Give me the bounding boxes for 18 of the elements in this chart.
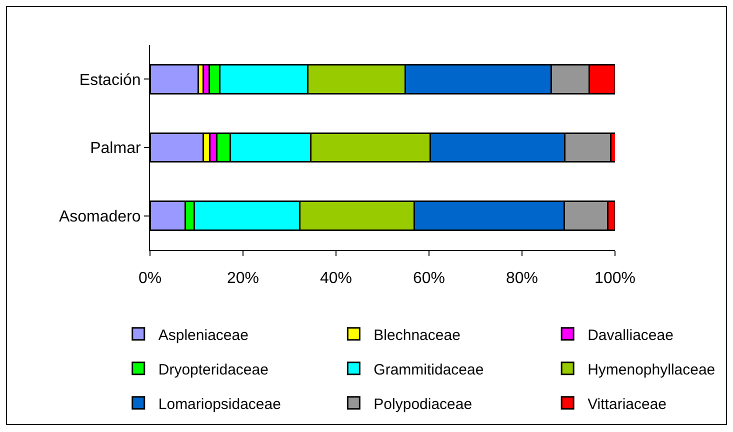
legend-label: Grammitidaceae [374, 361, 484, 378]
y-tick-label: Asomadero [58, 208, 141, 226]
x-tick-label: 100% [594, 270, 636, 288]
x-tick-label: 80% [506, 270, 538, 288]
y-tick-label: Palmar [90, 140, 142, 158]
legend-label: Aspleniaceae [158, 326, 248, 344]
legend-label: Dryopteridaceae [158, 361, 268, 378]
legend-label: Davalliaceae [588, 326, 674, 344]
legend-label: Vittariaceae [588, 396, 667, 413]
legend-label: Polypodiaceae [374, 396, 472, 413]
legend-label: Lomariopsidaceae [158, 396, 281, 413]
x-tick-label: 20% [226, 270, 260, 288]
x-tick-label: 0% [138, 270, 162, 288]
x-tick-label: 60% [412, 270, 446, 288]
legend-label: Hymenophyllaceae [588, 361, 716, 378]
y-tick-label: Estación [79, 72, 141, 89]
legend-label: Blechnaceae [374, 326, 460, 344]
x-tick-label: 40% [320, 270, 352, 288]
